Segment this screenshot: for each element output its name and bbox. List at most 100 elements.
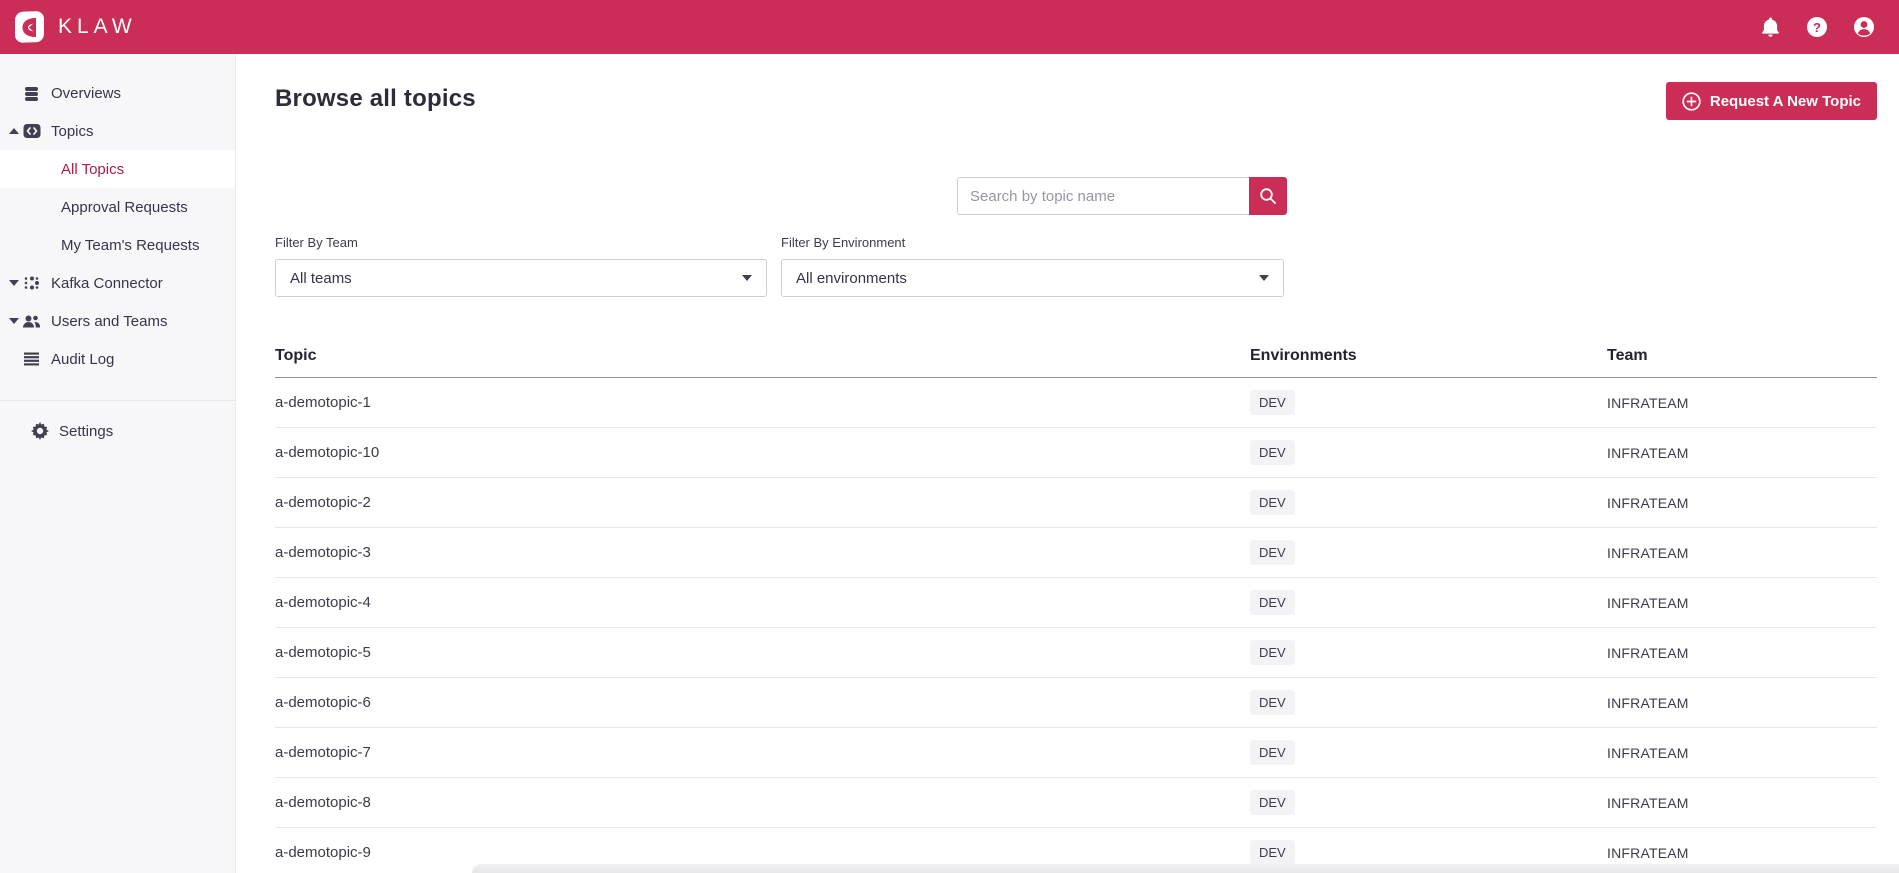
env-badge: DEV (1250, 840, 1295, 865)
sidebar-item-label: Overviews (51, 84, 122, 102)
team-cell: INFRATEAM (1607, 644, 1689, 661)
sidebar-item-topics[interactable]: Topics (0, 112, 235, 150)
topic-cell[interactable]: a-demotopic-9 (275, 844, 371, 861)
team-cell: INFRATEAM (1607, 794, 1689, 811)
sidebar-item-users-and-teams[interactable]: Users and Teams (0, 302, 235, 340)
help-icon[interactable]: ? (1806, 16, 1828, 38)
klaw-logo[interactable]: KLAW (14, 10, 137, 44)
request-new-topic-button[interactable]: Request A New Topic (1665, 82, 1877, 120)
brand-name: KLAW (58, 15, 137, 38)
filter-by-team: Filter By Team All teams (275, 235, 767, 297)
notifications-icon[interactable] (1760, 16, 1781, 38)
page-title: Browse all topics (275, 85, 476, 112)
chevron-down-icon[interactable] (0, 280, 22, 286)
topic-cell[interactable]: a-demotopic-4 (275, 594, 371, 611)
filter-environment-label: Filter By Environment (781, 235, 906, 250)
table-row[interactable]: a-demotopic-10 DEV INFRATEAM (275, 428, 1877, 478)
connector-dots-icon (22, 275, 41, 291)
team-cell: INFRATEAM (1607, 844, 1689, 861)
chevron-up-icon[interactable] (0, 128, 22, 134)
env-badge: DEV (1250, 690, 1295, 715)
filter-by-environment: Filter By Environment All environments (781, 235, 1284, 297)
search-icon (1260, 188, 1276, 204)
plus-circle-icon (1682, 91, 1701, 111)
sidebar-item-label: Approval Requests (61, 198, 188, 216)
topic-cell[interactable]: a-demotopic-7 (275, 744, 371, 761)
chevron-down-icon (742, 275, 752, 281)
request-new-topic-label: Request A New Topic (1709, 92, 1861, 110)
column-header-environments: Environments (1250, 347, 1357, 364)
sidebar-item-label: Topics (51, 122, 94, 140)
topics-table: Topic Environments Team a-demotopic-1 DE… (275, 347, 1877, 873)
team-select[interactable]: All teams (275, 259, 767, 297)
sidebar-item-label: Users and Teams (51, 312, 168, 330)
list-icon (22, 352, 41, 366)
table-row[interactable]: a-demotopic-2 DEV INFRATEAM (275, 478, 1877, 528)
environment-select-value: All environments (796, 269, 907, 287)
klaw-logo-icon (15, 10, 44, 43)
main-content: Browse all topics Request A New Topic Fi (236, 54, 1899, 873)
env-badge: DEV (1250, 490, 1295, 515)
env-badge: DEV (1250, 390, 1295, 415)
sidebar: Overviews Topics All Topics Approval Req… (0, 54, 236, 873)
bottom-shadow (472, 864, 1899, 873)
code-icon (22, 123, 41, 139)
sidebar-item-label: My Team's Requests (61, 236, 200, 254)
sidebar-item-label: Settings (59, 422, 114, 440)
sidebar-item-label: All Topics (61, 160, 125, 178)
topic-cell[interactable]: a-demotopic-5 (275, 644, 371, 661)
team-cell: INFRATEAM (1607, 444, 1689, 461)
env-badge: DEV (1250, 540, 1295, 565)
table-row[interactable]: a-demotopic-1 DEV INFRATEAM (275, 378, 1877, 428)
team-cell: INFRATEAM (1607, 494, 1689, 511)
env-badge: DEV (1250, 590, 1295, 615)
team-cell: INFRATEAM (1607, 694, 1689, 711)
sidebar-item-approval-requests[interactable]: Approval Requests (0, 188, 235, 226)
search-input[interactable] (957, 177, 1249, 215)
sidebar-item-kafka-connector[interactable]: Kafka Connector (0, 264, 235, 302)
sidebar-item-overviews[interactable]: Overviews (0, 74, 235, 112)
topic-cell[interactable]: a-demotopic-1 (275, 394, 371, 411)
chevron-down-icon (1259, 275, 1269, 281)
filter-team-label: Filter By Team (275, 235, 358, 250)
sidebar-item-my-teams-requests[interactable]: My Team's Requests (0, 226, 235, 264)
sidebar-divider (0, 400, 235, 401)
table-row[interactable]: a-demotopic-9 DEV INFRATEAM (275, 828, 1877, 873)
sidebar-item-label: Audit Log (51, 350, 115, 368)
team-select-value: All teams (290, 269, 352, 287)
app-header: KLAW ? (0, 0, 1899, 54)
sidebar-item-all-topics[interactable]: All Topics (0, 150, 235, 188)
sidebar-item-settings[interactable]: Settings (0, 412, 235, 450)
topic-cell[interactable]: a-demotopic-6 (275, 694, 371, 711)
table-header: Topic Environments Team (275, 347, 1877, 378)
column-header-topic: Topic (275, 347, 317, 364)
column-header-team: Team (1607, 347, 1648, 364)
table-row[interactable]: a-demotopic-3 DEV INFRATEAM (275, 528, 1877, 578)
stack-icon (22, 85, 41, 102)
sidebar-item-label: Kafka Connector (51, 274, 163, 292)
env-badge: DEV (1250, 440, 1295, 465)
team-cell: INFRATEAM (1607, 594, 1689, 611)
chevron-down-icon[interactable] (0, 318, 22, 324)
topic-cell[interactable]: a-demotopic-2 (275, 494, 371, 511)
team-cell: INFRATEAM (1607, 394, 1689, 411)
table-row[interactable]: a-demotopic-6 DEV INFRATEAM (275, 678, 1877, 728)
table-row[interactable]: a-demotopic-8 DEV INFRATEAM (275, 778, 1877, 828)
env-badge: DEV (1250, 740, 1295, 765)
topic-cell[interactable]: a-demotopic-8 (275, 794, 371, 811)
topic-cell[interactable]: a-demotopic-3 (275, 544, 371, 561)
search-button[interactable] (1249, 177, 1287, 215)
table-body: a-demotopic-1 DEV INFRATEAM a-demotopic-… (275, 378, 1877, 873)
table-row[interactable]: a-demotopic-4 DEV INFRATEAM (275, 578, 1877, 628)
team-cell: INFRATEAM (1607, 744, 1689, 761)
environment-select[interactable]: All environments (781, 259, 1284, 297)
gear-icon (30, 422, 49, 440)
env-badge: DEV (1250, 640, 1295, 665)
users-icon (22, 314, 41, 329)
user-profile-icon[interactable] (1853, 16, 1875, 38)
topic-cell[interactable]: a-demotopic-10 (275, 444, 380, 461)
table-row[interactable]: a-demotopic-7 DEV INFRATEAM (275, 728, 1877, 778)
svg-text:?: ? (1813, 20, 1821, 35)
sidebar-item-audit-log[interactable]: Audit Log (0, 340, 235, 378)
table-row[interactable]: a-demotopic-5 DEV INFRATEAM (275, 628, 1877, 678)
